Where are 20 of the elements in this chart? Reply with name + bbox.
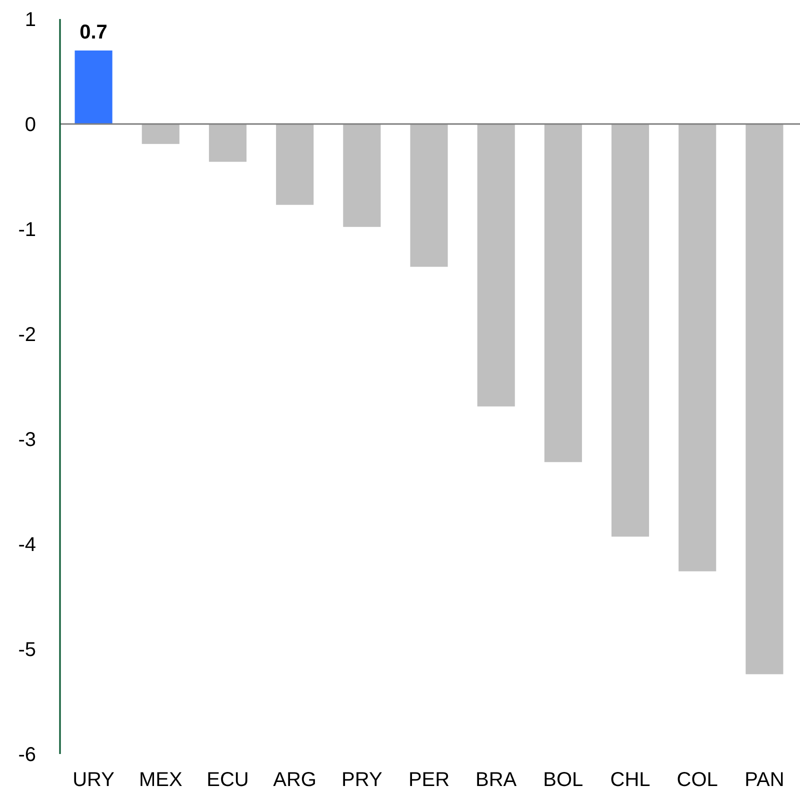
x-tick-label: ECU	[206, 769, 249, 791]
x-tick-label: BRA	[476, 769, 518, 791]
x-tick-label: BOL	[543, 769, 584, 791]
y-tick-label: -6	[18, 744, 36, 766]
y-tick-label: 1	[24, 9, 36, 31]
y-tick-label: -3	[18, 429, 36, 451]
y-tick-label: -5	[18, 639, 36, 661]
data-label: 0.7	[80, 22, 108, 44]
y-tick-label: -1	[18, 219, 36, 241]
x-tick-label: PAN	[744, 769, 784, 791]
y-tick-label: -4	[18, 534, 36, 556]
x-tick-label: ARG	[273, 769, 316, 791]
y-tick-label: -2	[18, 324, 36, 346]
x-tick-label: COL	[676, 769, 718, 791]
x-tick-label: MEX	[138, 769, 182, 791]
y-tick-label: 0	[24, 114, 36, 136]
x-tick-label: PRY	[342, 769, 382, 791]
x-tick-label: PER	[408, 769, 450, 791]
x-tick-label: URY	[72, 769, 114, 791]
x-tick-label: CHL	[610, 769, 650, 791]
